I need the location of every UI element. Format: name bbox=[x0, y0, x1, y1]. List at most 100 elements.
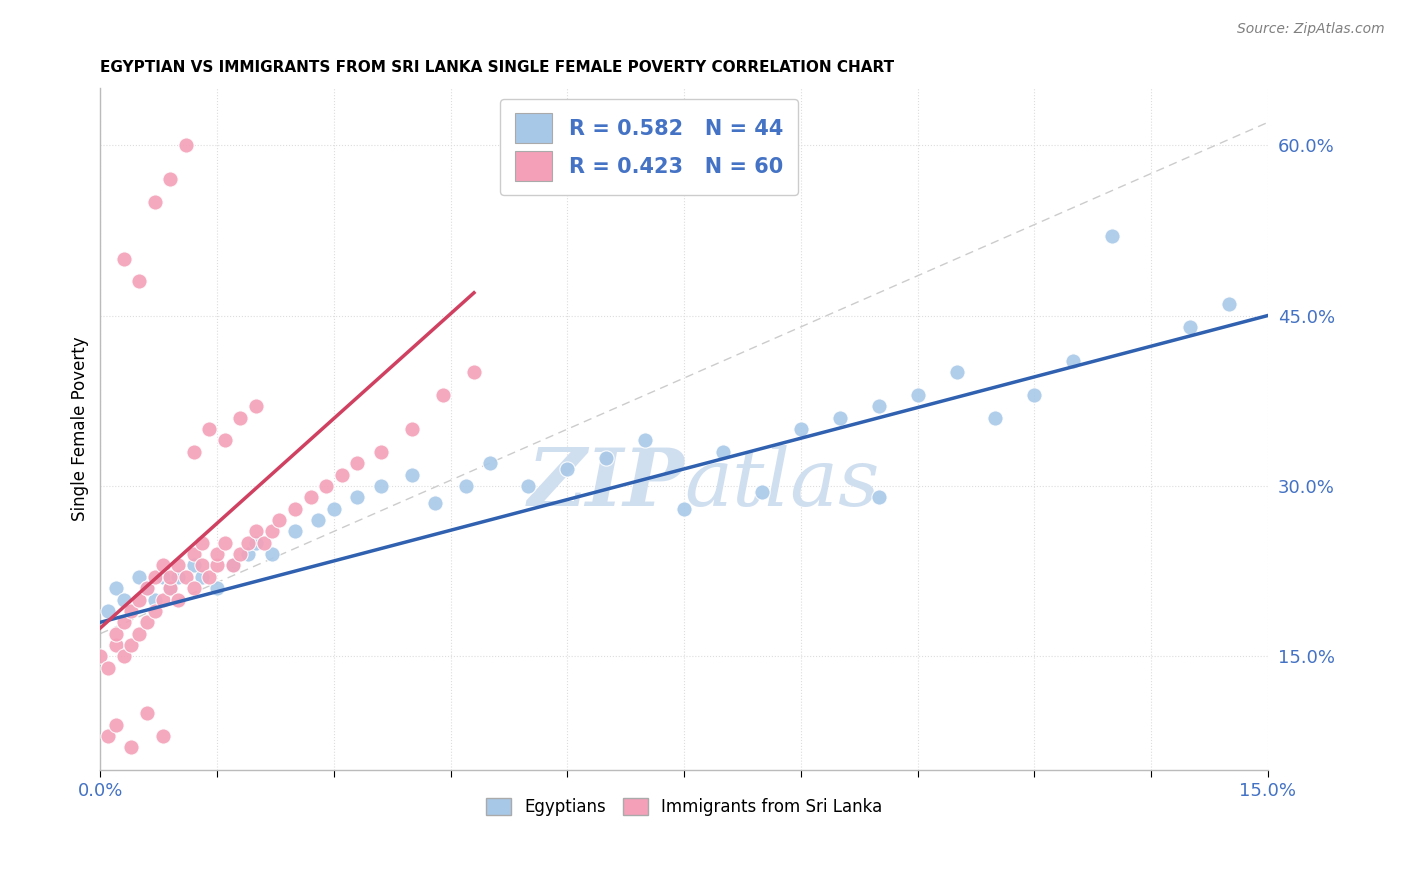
Point bbox=[245, 400, 267, 414]
Point bbox=[143, 570, 166, 584]
Point bbox=[190, 558, 212, 573]
Point bbox=[104, 717, 127, 731]
Point bbox=[167, 592, 190, 607]
Point bbox=[907, 388, 929, 402]
Point bbox=[456, 479, 478, 493]
Point bbox=[315, 479, 337, 493]
Point bbox=[198, 422, 221, 436]
Point bbox=[432, 388, 454, 402]
Point bbox=[370, 479, 392, 493]
Point bbox=[97, 661, 120, 675]
Point bbox=[221, 558, 243, 573]
Point bbox=[238, 535, 260, 549]
Point bbox=[205, 558, 228, 573]
Point bbox=[1062, 354, 1084, 368]
Point bbox=[790, 422, 813, 436]
Point bbox=[121, 604, 143, 618]
Point bbox=[143, 592, 166, 607]
Point bbox=[1178, 319, 1201, 334]
Point bbox=[557, 462, 579, 476]
Point bbox=[159, 172, 181, 186]
Point bbox=[112, 592, 135, 607]
Point bbox=[121, 740, 143, 755]
Point bbox=[190, 535, 212, 549]
Point bbox=[136, 615, 159, 630]
Point bbox=[104, 581, 127, 595]
Point bbox=[97, 604, 120, 618]
Text: Source: ZipAtlas.com: Source: ZipAtlas.com bbox=[1237, 22, 1385, 37]
Point bbox=[198, 570, 221, 584]
Point bbox=[174, 138, 197, 153]
Point bbox=[284, 524, 307, 539]
Point bbox=[136, 706, 159, 721]
Text: atlas: atlas bbox=[685, 445, 880, 523]
Text: EGYPTIAN VS IMMIGRANTS FROM SRI LANKA SINGLE FEMALE POVERTY CORRELATION CHART: EGYPTIAN VS IMMIGRANTS FROM SRI LANKA SI… bbox=[100, 60, 894, 75]
Point bbox=[214, 434, 236, 448]
Point bbox=[128, 570, 150, 584]
Point bbox=[260, 547, 283, 561]
Point bbox=[370, 445, 392, 459]
Point bbox=[112, 252, 135, 266]
Point bbox=[945, 365, 967, 379]
Point bbox=[423, 496, 446, 510]
Point bbox=[159, 581, 181, 595]
Point bbox=[260, 524, 283, 539]
Point bbox=[595, 450, 617, 465]
Point bbox=[183, 547, 205, 561]
Point bbox=[463, 365, 485, 379]
Point bbox=[711, 445, 734, 459]
Point bbox=[330, 467, 353, 482]
Point bbox=[159, 570, 181, 584]
Point bbox=[104, 626, 127, 640]
Point bbox=[1218, 297, 1240, 311]
Point bbox=[245, 524, 267, 539]
Point bbox=[136, 581, 159, 595]
Point bbox=[221, 558, 243, 573]
Y-axis label: Single Female Poverty: Single Female Poverty bbox=[72, 337, 89, 522]
Point bbox=[284, 501, 307, 516]
Point bbox=[159, 581, 181, 595]
Point bbox=[128, 274, 150, 288]
Point bbox=[183, 581, 205, 595]
Point bbox=[167, 558, 190, 573]
Point bbox=[190, 570, 212, 584]
Point bbox=[128, 592, 150, 607]
Point bbox=[673, 501, 696, 516]
Point bbox=[121, 638, 143, 652]
Text: ZIP: ZIP bbox=[527, 445, 685, 523]
Point bbox=[89, 649, 111, 664]
Point bbox=[984, 410, 1007, 425]
Point bbox=[1024, 388, 1046, 402]
Point bbox=[828, 410, 851, 425]
Point bbox=[517, 479, 540, 493]
Point bbox=[751, 484, 773, 499]
Point bbox=[152, 570, 174, 584]
Point bbox=[174, 570, 197, 584]
Point bbox=[346, 456, 368, 470]
Point bbox=[167, 570, 190, 584]
Point bbox=[346, 491, 368, 505]
Point bbox=[307, 513, 329, 527]
Point bbox=[868, 491, 890, 505]
Point bbox=[868, 400, 890, 414]
Point bbox=[238, 547, 260, 561]
Point bbox=[299, 491, 322, 505]
Point bbox=[128, 626, 150, 640]
Point bbox=[214, 535, 236, 549]
Point bbox=[143, 194, 166, 209]
Point bbox=[112, 649, 135, 664]
Point bbox=[205, 547, 228, 561]
Point bbox=[229, 410, 252, 425]
Point bbox=[97, 729, 120, 743]
Legend: Egyptians, Immigrants from Sri Lanka: Egyptians, Immigrants from Sri Lanka bbox=[479, 791, 889, 823]
Point bbox=[401, 467, 423, 482]
Point bbox=[1101, 229, 1123, 244]
Point bbox=[112, 615, 135, 630]
Point bbox=[478, 456, 501, 470]
Point bbox=[245, 535, 267, 549]
Point bbox=[183, 445, 205, 459]
Point bbox=[205, 581, 228, 595]
Point bbox=[143, 604, 166, 618]
Point bbox=[401, 422, 423, 436]
Point bbox=[104, 638, 127, 652]
